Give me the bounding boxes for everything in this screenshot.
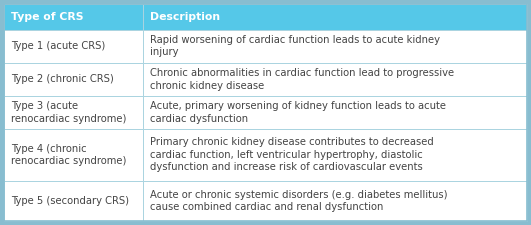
- Bar: [4, 63, 143, 96]
- Bar: [143, 30, 527, 63]
- Bar: [4, 129, 143, 180]
- Bar: [4, 4, 143, 30]
- Text: Type 5 (secondary CRS): Type 5 (secondary CRS): [11, 196, 129, 206]
- Bar: [143, 180, 527, 221]
- Bar: [4, 180, 143, 221]
- Text: Type 4 (chronic
renocardiac syndrome): Type 4 (chronic renocardiac syndrome): [11, 144, 126, 166]
- Text: Type 1 (acute CRS): Type 1 (acute CRS): [11, 41, 105, 51]
- Text: Acute or chronic systemic disorders (e.g. diabetes mellitus)
cause combined card: Acute or chronic systemic disorders (e.g…: [150, 190, 447, 212]
- Text: Rapid worsening of cardiac function leads to acute kidney
injury: Rapid worsening of cardiac function lead…: [150, 35, 440, 58]
- Bar: [143, 63, 527, 96]
- Bar: [143, 129, 527, 180]
- Text: Acute, primary worsening of kidney function leads to acute
cardiac dysfunction: Acute, primary worsening of kidney funct…: [150, 101, 446, 124]
- Bar: [143, 4, 527, 30]
- Bar: [4, 96, 143, 129]
- Text: Type of CRS: Type of CRS: [11, 12, 83, 22]
- Text: Type 2 (chronic CRS): Type 2 (chronic CRS): [11, 74, 114, 84]
- Text: Chronic abnormalities in cardiac function lead to progressive
chronic kidney dis: Chronic abnormalities in cardiac functio…: [150, 68, 453, 91]
- Bar: [4, 30, 143, 63]
- Bar: [143, 96, 527, 129]
- Text: Type 3 (acute
renocardiac syndrome): Type 3 (acute renocardiac syndrome): [11, 101, 126, 124]
- Text: Primary chronic kidney disease contributes to decreased
cardiac function, left v: Primary chronic kidney disease contribut…: [150, 137, 433, 172]
- Text: Description: Description: [150, 12, 220, 22]
